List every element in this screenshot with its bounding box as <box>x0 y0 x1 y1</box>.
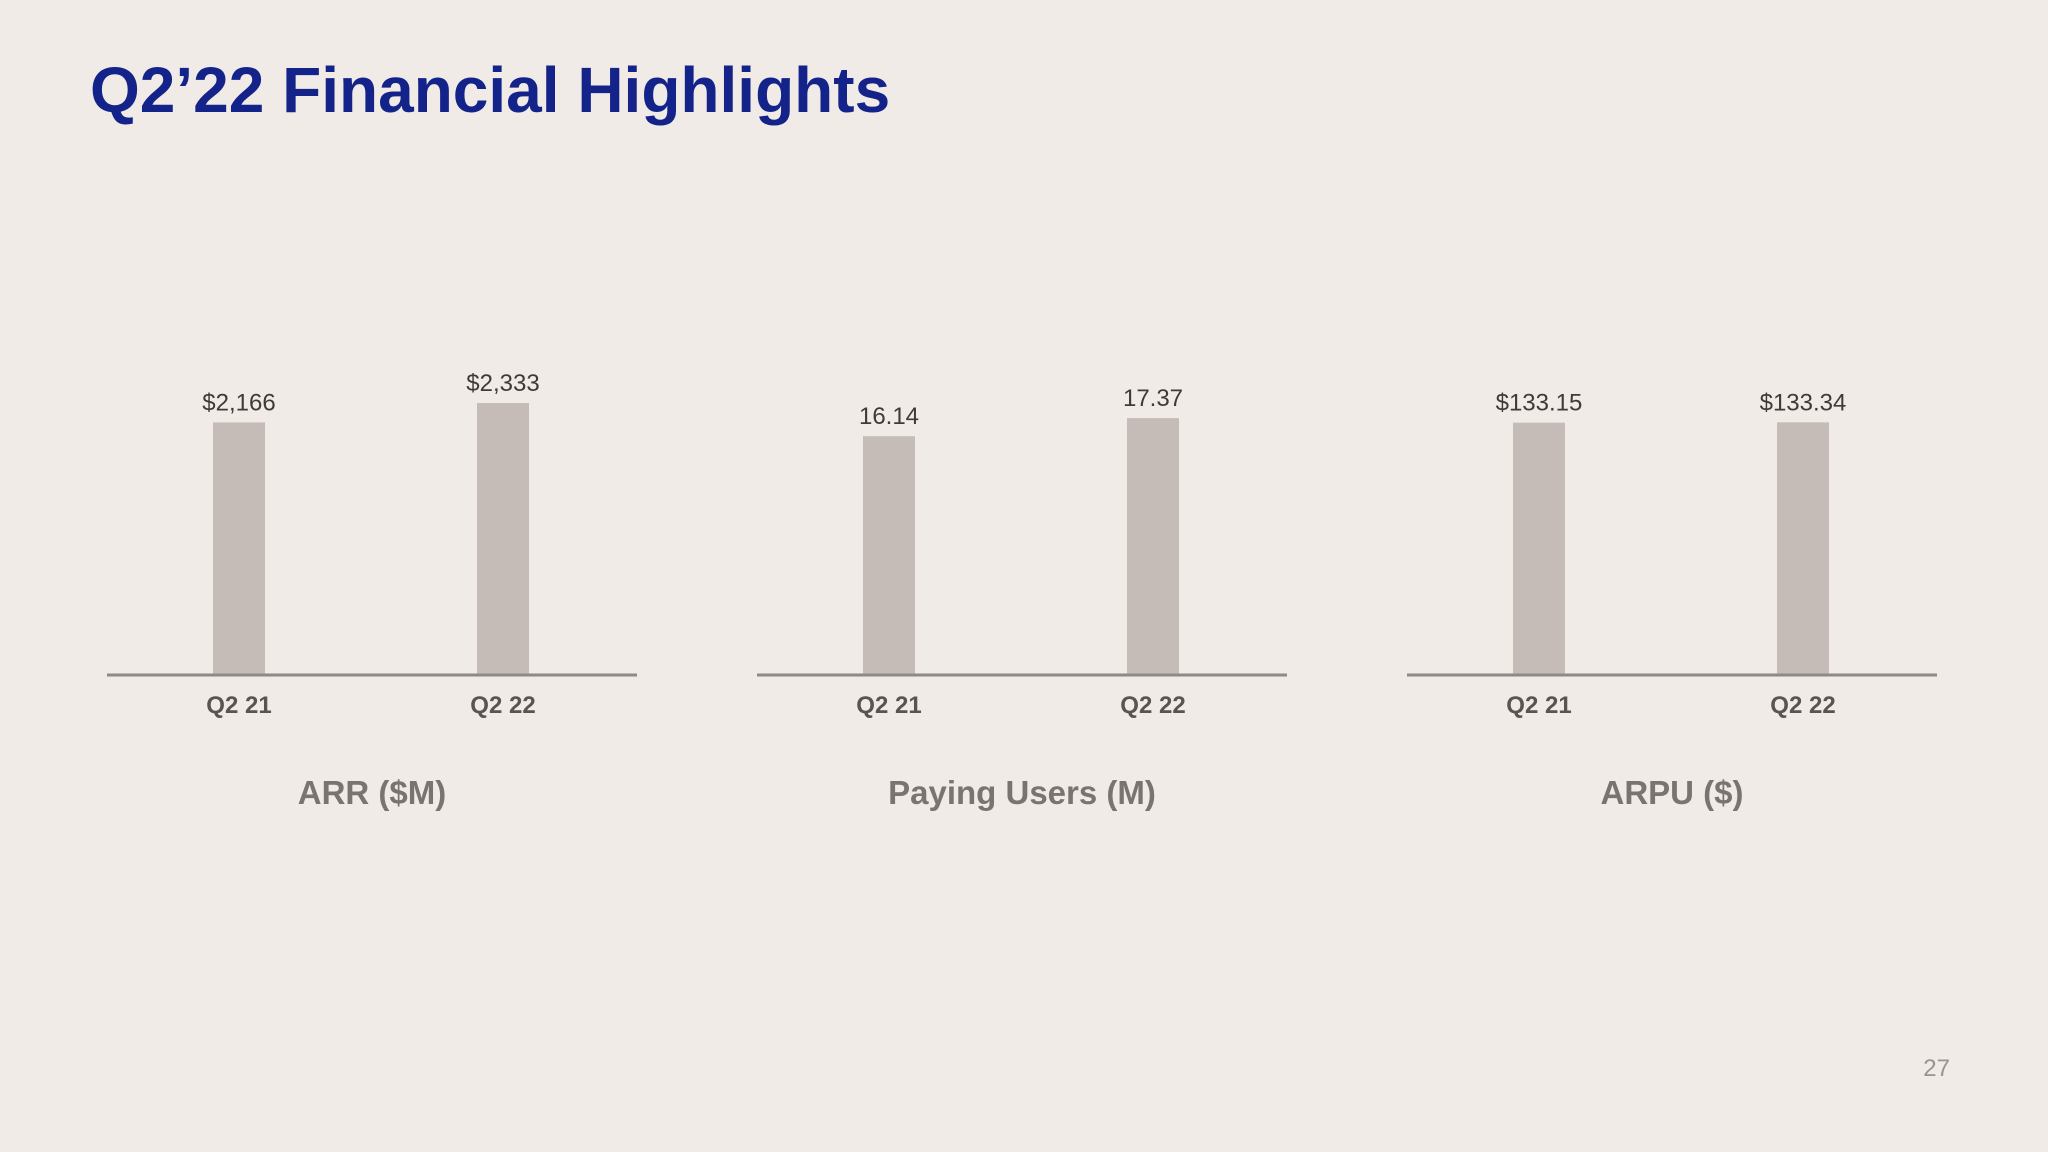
x-tick-label: Q2 22 <box>1770 692 1835 719</box>
chart-title: ARPU ($) <box>1600 774 1743 811</box>
data-label: $2,166 <box>202 389 275 416</box>
data-label: 16.14 <box>859 403 919 430</box>
x-tick-label: Q2 21 <box>1506 692 1571 719</box>
bar <box>863 436 915 674</box>
chart-title: Paying Users (M) <box>888 774 1156 811</box>
x-tick-label: Q2 21 <box>206 692 271 719</box>
chart-panel-2: 16.14 Q2 21 17.37 Q2 22 Paying Users (M) <box>757 385 1287 811</box>
bar <box>477 403 529 674</box>
x-tick-label: Q2 21 <box>856 692 921 719</box>
data-label: $133.15 <box>1496 390 1583 417</box>
data-label: $2,333 <box>466 370 539 397</box>
bar <box>1127 418 1179 674</box>
chart-title: ARR ($M) <box>298 774 446 811</box>
data-label: 17.37 <box>1123 385 1183 412</box>
bar <box>1513 422 1565 674</box>
page-number: 27 <box>1923 1055 1950 1082</box>
x-tick-label: Q2 22 <box>1120 692 1185 719</box>
x-tick-label: Q2 22 <box>470 692 535 719</box>
data-label: $133.34 <box>1760 389 1847 416</box>
bar <box>1777 422 1829 674</box>
bar <box>213 422 265 674</box>
chart-panel-3: $133.15 Q2 21 $133.34 Q2 22 ARPU ($) <box>1407 389 1937 811</box>
chart-panel-1: $2,166 Q2 21 $2,333 Q2 22 ARR ($M) <box>107 370 637 811</box>
page-title: Q2’22 Financial Highlights <box>90 54 891 126</box>
